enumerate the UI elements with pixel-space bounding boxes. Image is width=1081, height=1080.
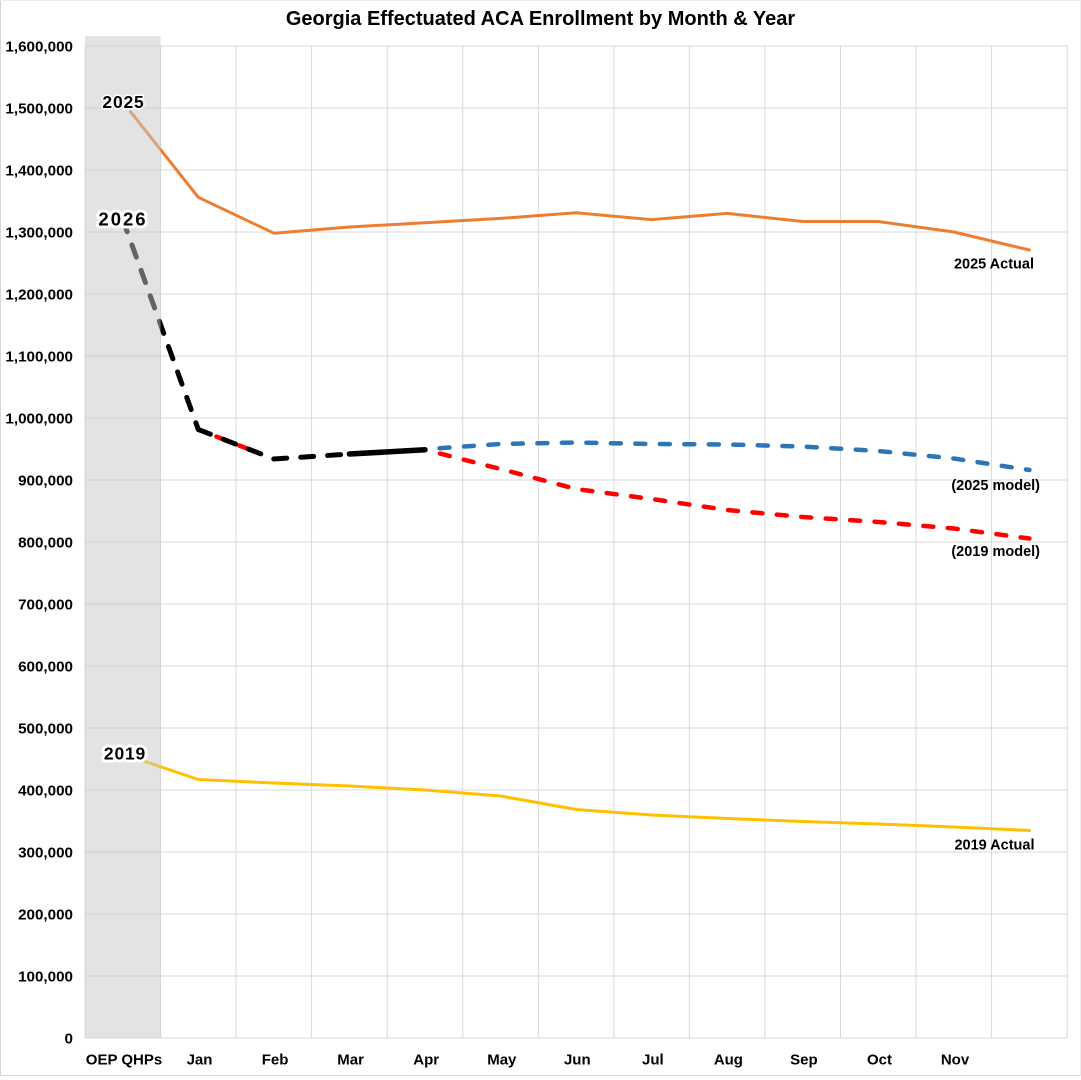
svg-text:300,000: 300,000 — [18, 844, 73, 861]
svg-text:1,200,000: 1,200,000 — [5, 286, 73, 303]
svg-text:(2025 model): (2025 model) — [951, 478, 1040, 494]
svg-text:700,000: 700,000 — [18, 596, 73, 613]
svg-text:Nov: Nov — [941, 1052, 970, 1069]
svg-text:2019 Actual: 2019 Actual — [954, 837, 1034, 853]
svg-text:(2019 model): (2019 model) — [951, 544, 1040, 560]
svg-text:1,400,000: 1,400,000 — [5, 162, 73, 179]
svg-text:Aug: Aug — [714, 1052, 743, 1069]
svg-text:1,500,000: 1,500,000 — [5, 100, 73, 117]
svg-text:2019: 2019 — [104, 744, 146, 764]
svg-text:Apr: Apr — [413, 1052, 439, 1069]
svg-text:Jul: Jul — [642, 1052, 664, 1069]
svg-text:900,000: 900,000 — [18, 472, 73, 489]
svg-text:2025 Actual: 2025 Actual — [954, 257, 1034, 273]
svg-text:May: May — [487, 1052, 517, 1069]
svg-text:1,300,000: 1,300,000 — [5, 224, 73, 241]
svg-text:1,000,000: 1,000,000 — [5, 410, 73, 427]
svg-text:600,000: 600,000 — [18, 658, 73, 675]
svg-text:Sep: Sep — [790, 1052, 818, 1069]
svg-text:OEP QHPs: OEP QHPs — [86, 1052, 162, 1069]
svg-text:Georgia Effectuated ACA Enroll: Georgia Effectuated ACA Enrollment by Mo… — [286, 8, 796, 30]
svg-text:800,000: 800,000 — [18, 534, 73, 551]
svg-text:400,000: 400,000 — [18, 782, 73, 799]
svg-text:2026: 2026 — [98, 209, 147, 230]
svg-text:Feb: Feb — [262, 1052, 289, 1069]
svg-text:1,600,000: 1,600,000 — [5, 38, 73, 55]
svg-text:Oct: Oct — [867, 1052, 892, 1069]
svg-text:Jan: Jan — [187, 1052, 213, 1069]
svg-text:Jun: Jun — [564, 1052, 591, 1069]
svg-text:Mar: Mar — [337, 1052, 364, 1069]
svg-text:500,000: 500,000 — [18, 720, 73, 737]
svg-text:100,000: 100,000 — [18, 968, 73, 985]
svg-text:2025: 2025 — [102, 92, 144, 112]
svg-text:1,100,000: 1,100,000 — [5, 348, 73, 365]
svg-text:200,000: 200,000 — [18, 906, 73, 923]
svg-text:0: 0 — [65, 1030, 73, 1047]
